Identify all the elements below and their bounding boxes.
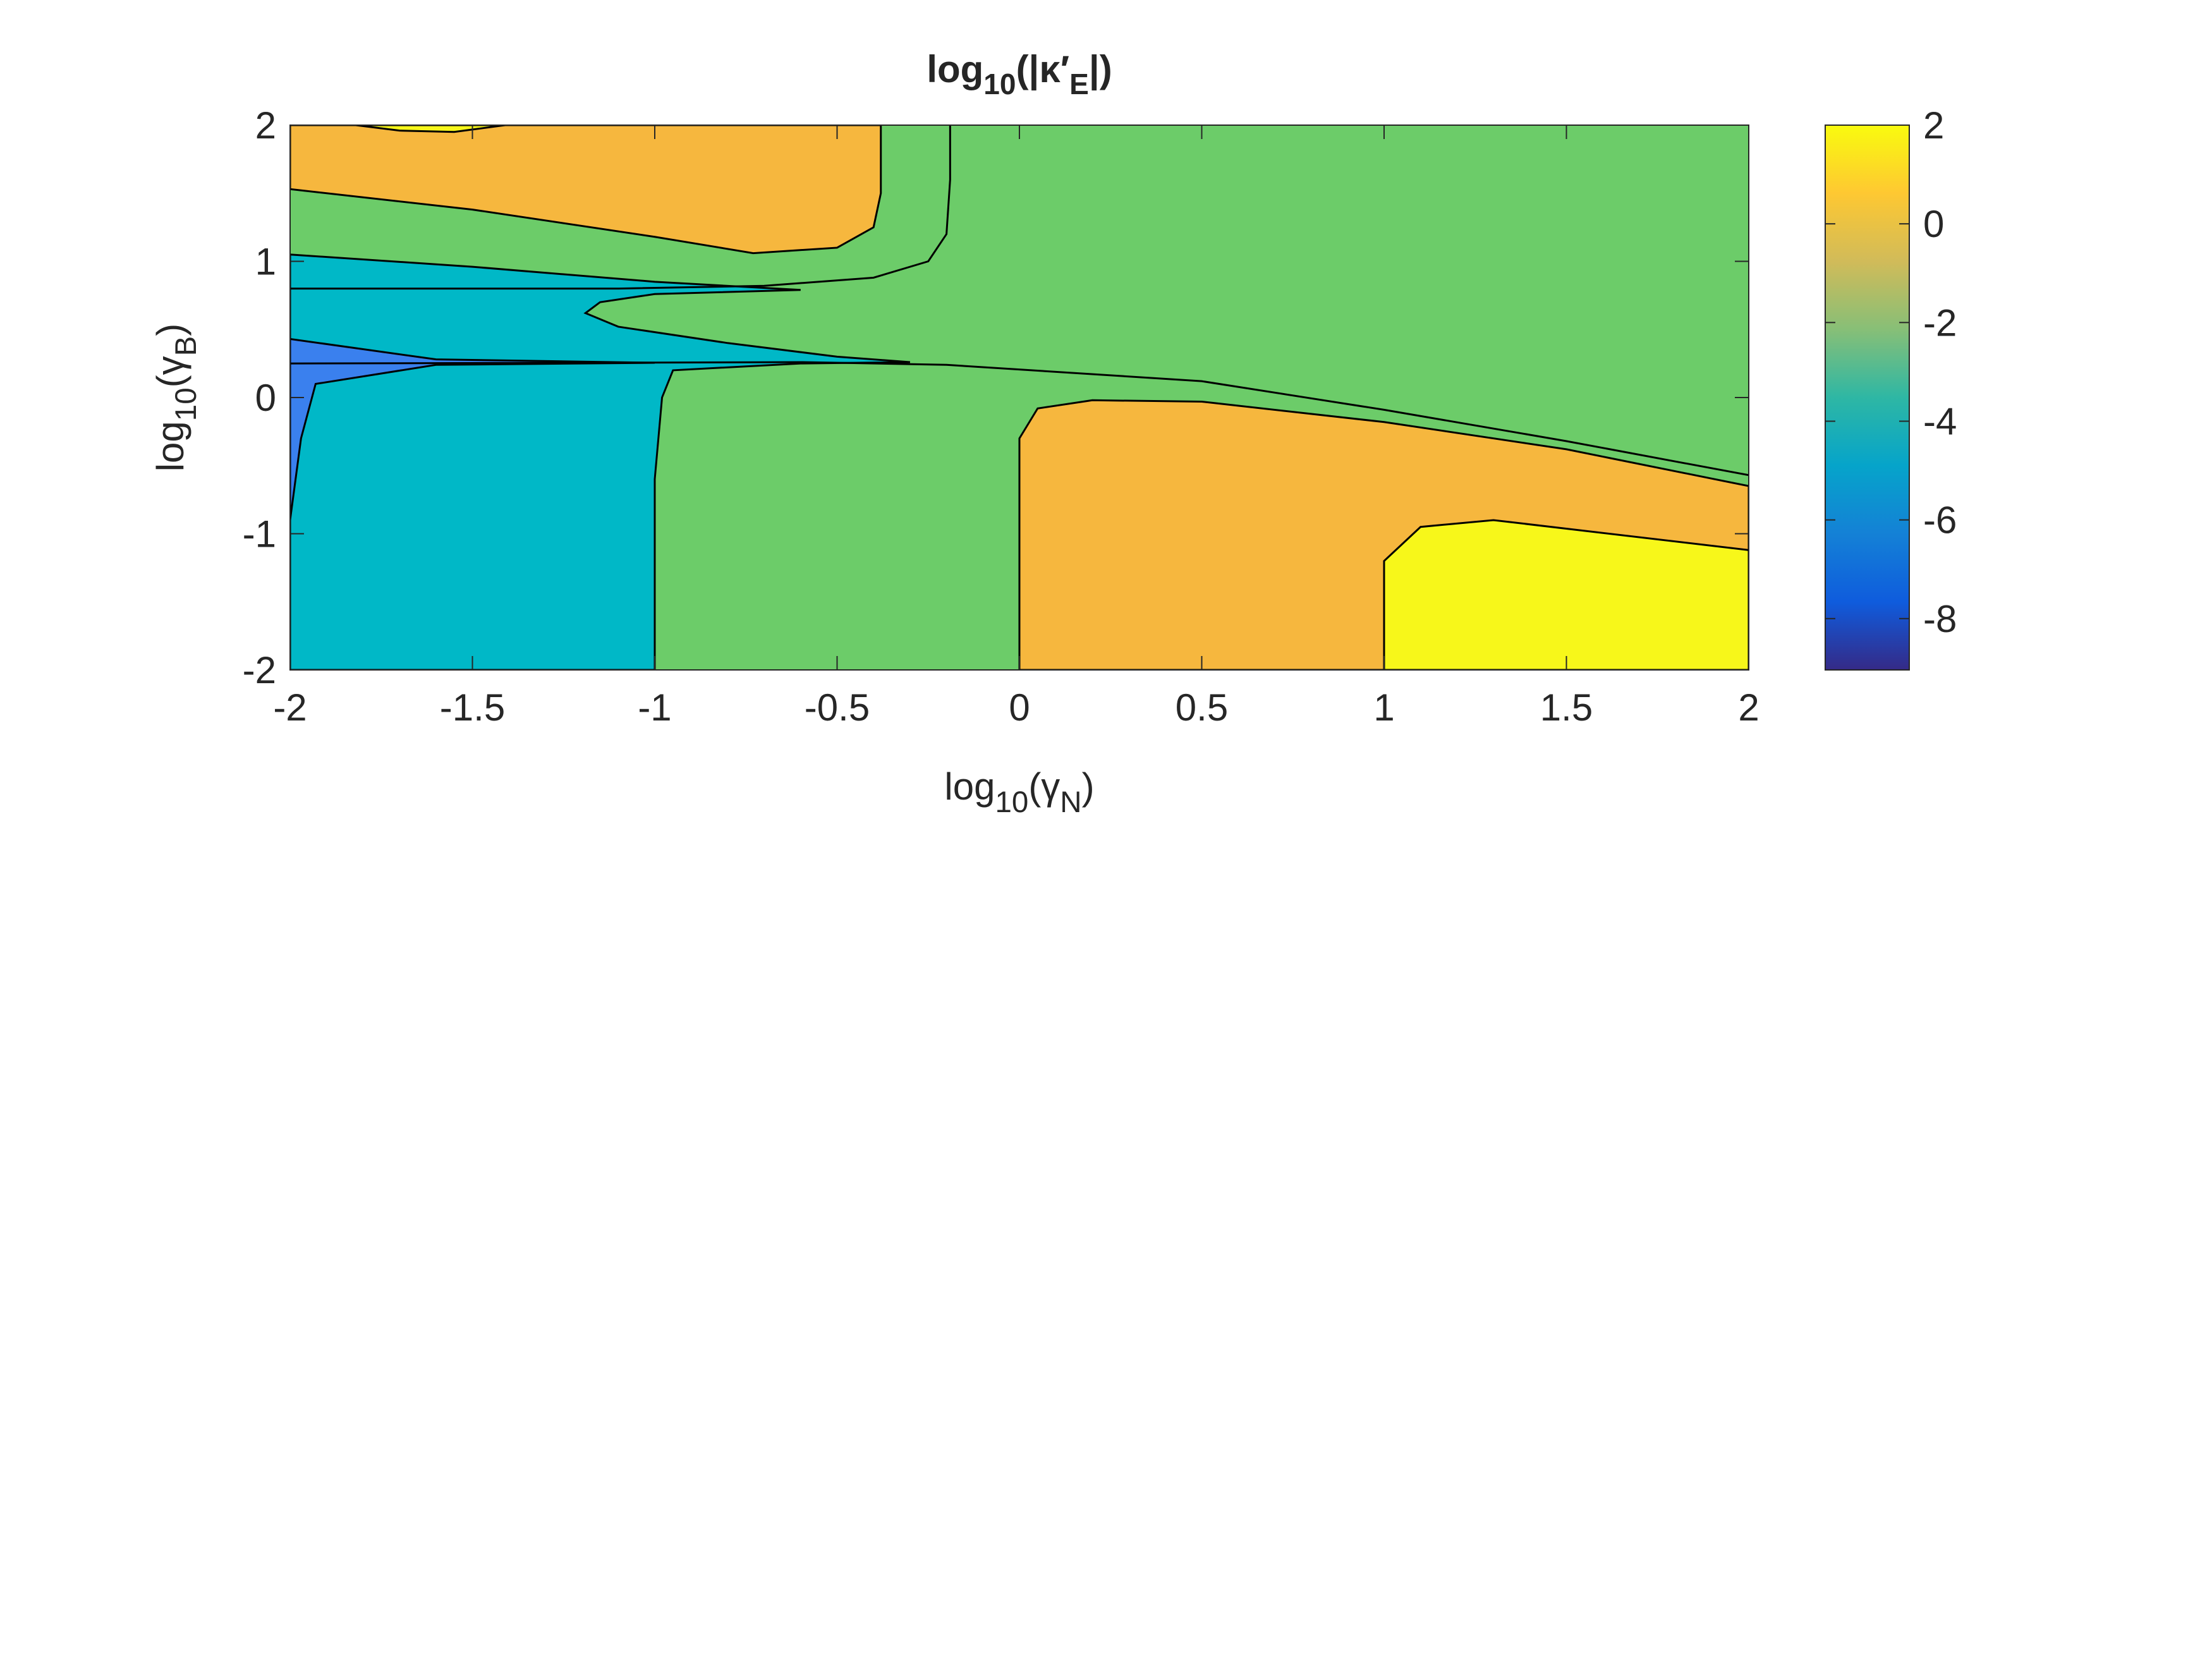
chart-title-part: |) [1089,48,1112,91]
y-tick-label: -2 [243,649,276,691]
chart-title-part: log [927,48,983,90]
colorbar-tick-label: -2 [1923,301,1957,344]
colorbar [1825,125,1910,671]
y-axis-label-part: 10 [169,387,203,421]
contour-line [290,361,1749,477]
contour-region [290,337,655,521]
x-tick-label: 0 [1009,686,1030,729]
x-tick-label: -1 [638,686,671,729]
colorbar-tick-label: 0 [1923,203,1944,245]
x-tick-label: -1.5 [440,686,505,729]
chart-title-part: 10 [983,68,1016,100]
colorbar-tick-label: -8 [1923,598,1957,640]
y-axis-label-part: log [149,421,191,471]
axes: -2 -1.5 -1 -0.5 0 0.5 1 1.5 2-2-1012log10(|κ′E|)… [149,48,1957,819]
y-axis-label-part: ) [149,324,191,336]
chart-title: log10(|κ′E|) [927,48,1112,100]
contour-region [1383,519,1749,670]
x-axis-label-part: 10 [995,786,1028,819]
x-axis-label-part: N [1060,786,1081,819]
y-axis-label-part: B [169,336,203,356]
contour-region [290,253,911,670]
x-tick-label: 2 [1738,686,1759,729]
chart-title-part: E [1069,68,1089,100]
contour-region [290,125,882,255]
x-tick-label: 0.5 [1176,686,1228,729]
chart-title-part: (|κ′ [1016,48,1070,91]
y-tick-label: -1 [243,513,276,556]
contour-line [290,125,951,290]
colorbar-tick-label: -6 [1923,499,1957,542]
x-tick-label: 1 [1373,686,1394,729]
x-tick-label: -2 [273,686,307,729]
colorbar-tick-label: 2 [1923,104,1944,147]
x-axis-label-part: log [944,765,995,808]
y-axis-label: log10(γB) [149,324,203,472]
x-tick-label: 1.5 [1540,686,1593,729]
x-tick-label: -0.5 [805,686,870,729]
x-axis-label-part: ) [1082,765,1095,808]
x-axis-label-part: (γ [1028,765,1060,808]
y-axis-label-part: (γ [149,356,191,387]
y-tick-label: 2 [255,104,276,147]
x-axis-label: log10(γN) [944,765,1094,819]
colorbar-tick-label: -4 [1923,400,1957,442]
y-tick-label: 0 [255,377,276,419]
plot-area [290,125,1749,670]
y-tick-label: 1 [255,241,276,283]
contour-region [355,125,506,133]
